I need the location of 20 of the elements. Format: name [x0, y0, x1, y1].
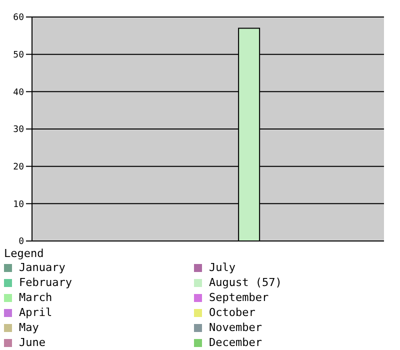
y-tick-label: 50: [13, 50, 24, 61]
legend-label: September: [209, 291, 269, 304]
y-tick-label: 20: [13, 162, 24, 173]
legend-label: October: [209, 306, 256, 319]
legend-title: Legend: [4, 247, 45, 260]
legend-label: November: [209, 321, 262, 334]
legend-label: February: [19, 276, 72, 289]
legend-label: May: [19, 321, 39, 334]
y-tick-label: 10: [13, 200, 24, 210]
y-tick-label: 60: [13, 13, 24, 24]
y-tick-label: 40: [13, 88, 24, 98]
y-tick-label: 30: [13, 125, 24, 136]
legend-label: July: [209, 261, 236, 274]
legend-label: March: [19, 291, 52, 304]
legend-label: August (57): [209, 276, 282, 289]
legend-label: April: [19, 306, 52, 319]
y-tick-label: 0: [18, 237, 24, 248]
legend-label: June: [19, 336, 46, 349]
legend-label: January: [19, 261, 66, 274]
legend-label: December: [209, 336, 262, 349]
